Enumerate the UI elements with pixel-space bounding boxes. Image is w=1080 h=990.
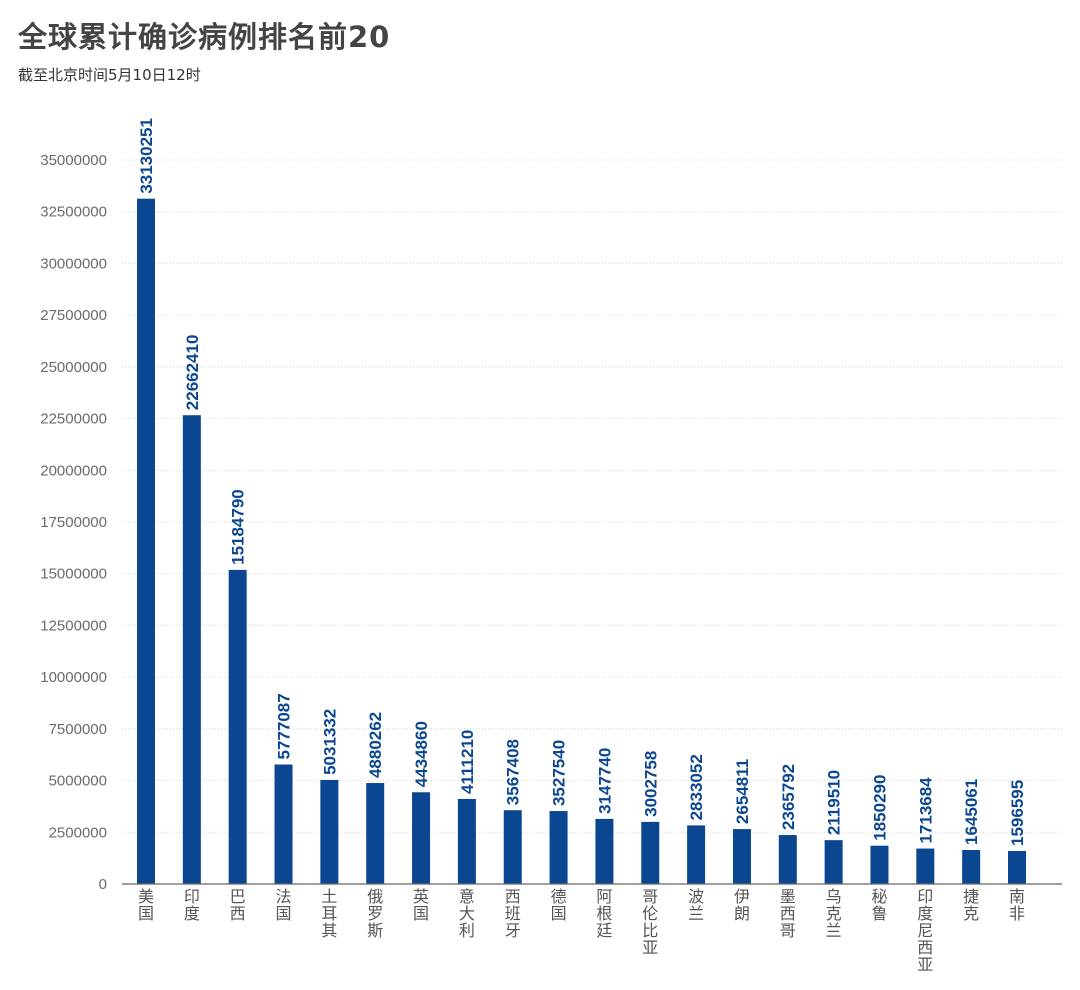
bar-value-label: 2654811 xyxy=(733,759,752,824)
bar-value-label: 4111210 xyxy=(458,730,477,794)
y-tick-label: 22500000 xyxy=(40,411,107,428)
bar xyxy=(916,848,935,884)
category-label: 德国 xyxy=(551,887,567,923)
chart-title: 全球累计确诊病例排名前20 xyxy=(18,20,391,54)
y-tick-label: 17500000 xyxy=(40,514,107,531)
bar-value-label: 2365792 xyxy=(779,764,798,830)
category-label: 秘鲁 xyxy=(871,887,887,923)
chart-subtitle: 截至北京时间5月10日12时 xyxy=(18,66,201,84)
bar xyxy=(870,845,889,884)
bar-value-label: 3527540 xyxy=(550,740,569,806)
bar xyxy=(457,798,476,884)
bar xyxy=(549,811,568,884)
bars xyxy=(137,198,1026,884)
category-label: 伊朗 xyxy=(734,887,750,923)
bar-value-label: 2119510 xyxy=(825,770,844,835)
bar-value-label: 1850290 xyxy=(870,775,889,841)
category-label: 英国 xyxy=(413,887,429,923)
bar-value-label: 3567408 xyxy=(504,739,523,805)
category-label: 哥伦比亚 xyxy=(642,887,658,957)
category-label: 印度尼西亚 xyxy=(917,887,933,974)
y-tick-label: 12500000 xyxy=(40,617,107,634)
bar xyxy=(962,849,981,884)
gridlines xyxy=(122,159,1062,833)
y-tick-label: 10000000 xyxy=(40,669,107,686)
bar-value-label: 3147740 xyxy=(595,748,614,814)
bar xyxy=(641,821,660,884)
category-label: 印度 xyxy=(184,887,200,923)
y-axis-ticks: 0 2500000 5000000 7500000 10000000 12500000 15… xyxy=(40,152,107,893)
category-label: 土耳其 xyxy=(321,887,337,940)
bar-value-label: 1645061 xyxy=(962,779,981,845)
y-tick-label: 35000000 xyxy=(40,152,107,169)
y-tick-label: 5000000 xyxy=(49,773,107,790)
category-label: 阿根廷 xyxy=(596,887,612,940)
bar xyxy=(320,779,339,884)
bar xyxy=(595,818,614,884)
category-label: 南非 xyxy=(1009,887,1025,923)
bar xyxy=(778,835,797,884)
bar xyxy=(274,764,293,884)
bar xyxy=(824,840,843,884)
category-label: 意大利 xyxy=(459,887,475,940)
bar xyxy=(366,783,385,884)
category-label: 墨西哥 xyxy=(780,887,796,940)
bar-value-label: 1596595 xyxy=(1008,780,1027,846)
y-tick-label: 15000000 xyxy=(40,566,107,583)
y-tick-label: 7500000 xyxy=(49,721,107,738)
category-label: 西班牙 xyxy=(505,887,521,940)
category-label: 波兰 xyxy=(688,887,704,923)
bar-value-label: 22662410 xyxy=(183,335,202,411)
bar xyxy=(1008,850,1026,884)
category-label: 美国 xyxy=(138,887,154,923)
bar-value-label: 5031332 xyxy=(320,709,339,775)
category-label: 捷克 xyxy=(963,887,979,923)
y-tick-label: 30000000 xyxy=(40,255,107,272)
bar-value-label: 5777087 xyxy=(275,693,294,759)
bar xyxy=(137,198,155,884)
y-tick-label: 25000000 xyxy=(40,359,107,376)
y-tick-label: 20000000 xyxy=(40,462,107,479)
y-tick-label: 27500000 xyxy=(40,307,107,324)
bar-value-label: 15184790 xyxy=(229,489,248,565)
y-tick-label: 0 xyxy=(99,876,107,893)
bar xyxy=(228,569,247,884)
bar xyxy=(503,810,522,884)
bar-value-label: 2833052 xyxy=(687,754,706,820)
bar xyxy=(687,825,706,884)
bar xyxy=(732,829,751,884)
value-labels: 33130251 22662410 15184790 5777087 5031332 48… xyxy=(137,118,1027,846)
y-tick-label: 2500000 xyxy=(49,824,107,841)
category-label: 法国 xyxy=(276,887,292,923)
bar-value-label: 4434860 xyxy=(412,721,431,787)
category-label: 乌克兰 xyxy=(826,887,842,940)
y-tick-label: 32500000 xyxy=(40,204,107,221)
bar-value-label: 33130251 xyxy=(137,118,156,194)
category-label: 俄罗斯 xyxy=(367,887,383,940)
bar-value-label: 4880262 xyxy=(366,712,385,778)
bar xyxy=(182,415,201,884)
bar-value-label: 1713684 xyxy=(916,777,935,844)
bar xyxy=(412,792,431,884)
category-label: 巴西 xyxy=(230,887,246,923)
bar-value-label: 3002758 xyxy=(641,751,660,817)
